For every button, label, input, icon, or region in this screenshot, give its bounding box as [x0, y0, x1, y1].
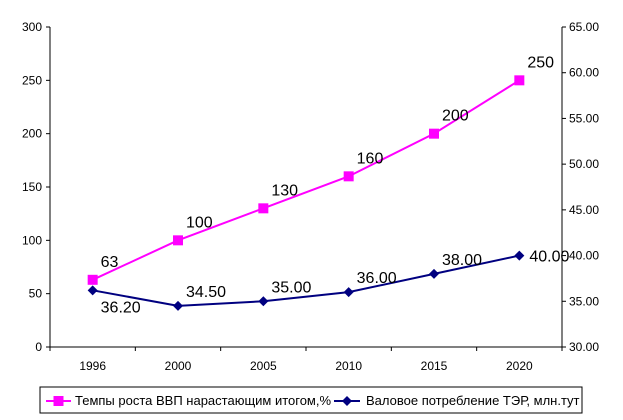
axes: 0 50 100 150 200 250 300 30.00 35.00 40.00 45.00 50…: [22, 20, 599, 373]
x-tick-label: 2010: [335, 359, 362, 373]
y-left-tick-label: 50: [29, 287, 43, 301]
series-1-point: [258, 203, 269, 214]
y-right-tick-label: 65.00: [569, 20, 599, 34]
series-layer: [87, 75, 525, 311]
x-tick-label: 2000: [165, 359, 192, 373]
series-2-point: [258, 296, 269, 307]
series-1-data-label: 250: [527, 54, 554, 71]
y-right-tick-label: 60.00: [569, 66, 599, 80]
y-right-tick-label: 55.00: [569, 111, 599, 125]
y-left-tick-label: 200: [22, 127, 42, 141]
series-2-data-label: 40.00: [529, 249, 569, 266]
series-line-2: [92, 254, 520, 307]
series-2-data-label: 36.00: [357, 270, 397, 287]
series-2-point: [429, 268, 439, 279]
y-right-tick-label: 40.00: [569, 249, 599, 263]
x-tick-label: 2005: [250, 359, 277, 373]
legend-marker-1: [53, 396, 64, 406]
legend-label-1: Темпы роста ВВП нарастающим итогом,%: [75, 393, 331, 408]
series-2-point: [514, 250, 525, 261]
series-2-data-label: 34.50: [186, 284, 226, 301]
series-2-data-label: 35.00: [271, 279, 311, 296]
x-tick-label: 2015: [421, 359, 448, 373]
series-1-point: [429, 128, 439, 139]
y-left-tick-label: 0: [35, 340, 42, 354]
series-2-data-label: 36.20: [101, 299, 141, 316]
y-right-tick-label: 30.00: [569, 340, 599, 354]
legend-label-2: Валовое потребление ТЭР, млн.тут: [366, 393, 580, 408]
series-1-data-label: 100: [186, 214, 213, 231]
series-1-point: [343, 171, 354, 182]
series-1-point: [87, 274, 98, 285]
legend: Темпы роста ВВП нарастающим итогом,% Вало…: [39, 386, 583, 414]
x-tick-label: 1996: [79, 359, 106, 373]
data-labels: 63 100 130 160 200 250 36.20 34.50 35.00 36.00 38.…: [101, 54, 570, 316]
series-1-data-label: 160: [357, 150, 384, 167]
series-line-1: [92, 79, 520, 281]
y-right-tick-label: 35.00: [569, 294, 599, 308]
y-left-tick-label: 250: [22, 73, 42, 87]
series-1-data-label: 200: [442, 108, 469, 125]
series-2-point: [173, 300, 183, 311]
y-left-tick-label: 100: [22, 233, 42, 247]
series-2-data-label: 38.00: [442, 252, 482, 269]
series-2-point: [343, 287, 354, 298]
series-1-data-label: 63: [101, 254, 119, 271]
series-1-point: [173, 235, 183, 246]
x-tick-label: 2020: [506, 359, 533, 373]
series-1-data-label: 130: [271, 182, 298, 199]
legend-box: [39, 386, 583, 414]
y-left-tick-label: 300: [22, 20, 42, 34]
series-1-point: [514, 75, 525, 86]
y-left-tick-label: 150: [22, 180, 42, 194]
y-right-tick-label: 45.00: [569, 203, 599, 217]
y-right-tick-label: 50.00: [569, 157, 599, 171]
series-2-point: [87, 285, 98, 296]
legend-marker-2: [342, 396, 352, 406]
